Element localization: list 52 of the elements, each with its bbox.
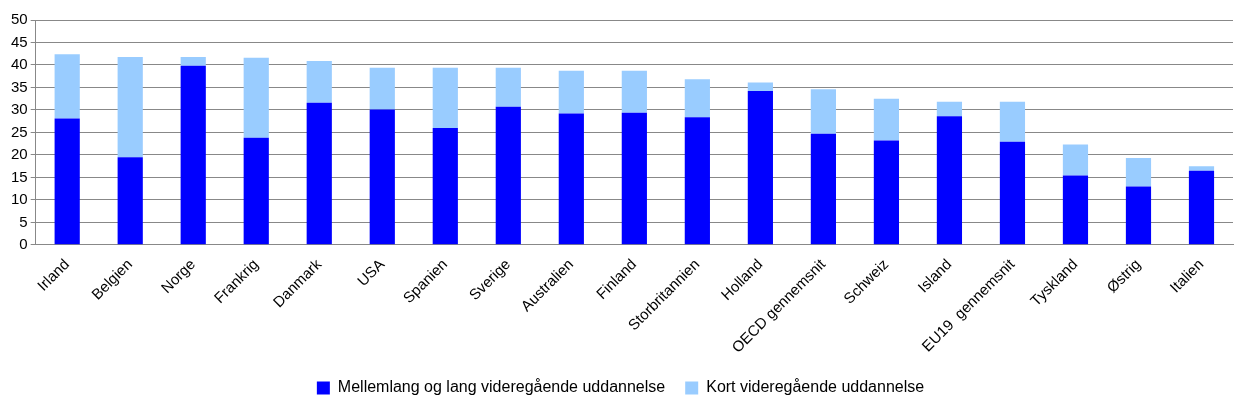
y-tick-label: 30 [11,100,28,118]
y-tick-label: 0 [19,234,28,252]
bar [243,57,269,138]
bar [747,82,773,92]
bar [495,106,521,245]
legend-label: Kort videregående uddannelse [706,378,925,396]
bar [558,113,584,245]
bar [684,79,710,118]
bar [936,101,963,117]
bar [369,67,395,110]
bar [684,117,710,245]
bar [180,65,206,245]
y-tick-label: 20 [11,145,28,163]
bar [810,89,836,134]
bar [1062,144,1089,176]
bar [621,70,647,113]
y-tick-label: 10 [11,190,28,208]
legend-label: Mellemlang og lang videregående uddannelse [337,378,666,396]
y-tick-label: 50 [11,10,28,28]
bar [621,112,647,245]
bar [999,141,1026,245]
bar [243,137,269,245]
bar [54,118,80,245]
bar [54,54,80,119]
bar [1188,170,1215,245]
bar [1188,166,1215,171]
y-tick-label: 25 [11,122,28,140]
bar [432,67,458,128]
bar [117,157,143,245]
bar [117,56,143,158]
bar [936,116,963,245]
bar [306,60,332,103]
bar [873,98,900,141]
bar [873,140,900,245]
y-tick-label: 15 [11,167,28,185]
bar [432,127,458,245]
bar [1125,186,1152,245]
y-tick-label: 35 [11,77,28,95]
y-tick-label: 45 [11,32,28,50]
bar [306,102,332,245]
x-tick-label: USA [353,255,388,290]
y-tick-label: 5 [19,212,28,230]
bar [810,133,836,245]
bar [558,70,584,114]
bar [369,109,395,245]
bar [495,67,521,107]
bar [999,101,1026,142]
bar [180,56,206,66]
y-tick-label: 40 [11,55,28,73]
bar [747,91,773,245]
bar [1062,175,1089,245]
bar [1125,158,1152,187]
